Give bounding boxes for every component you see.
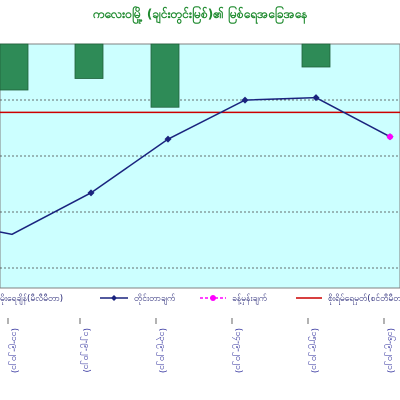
rainfall-bar	[301, 43, 331, 68]
legend-label-forecast: ခန့်မှန်းချက်	[232, 293, 268, 305]
legend-label-observed: တိုင်းတာချက်	[134, 293, 176, 305]
legend-marker-observed	[111, 295, 117, 301]
rainfall-bars	[0, 43, 331, 108]
x-tick-label: (၁၄-၉-၂၀၂၁)	[232, 328, 243, 373]
legend: မိုးရေချိန်(မီလီမီတာ) တိုင်းတာချက် ခန့်မှန…	[0, 293, 400, 305]
legend-marker-forecast	[210, 295, 216, 301]
x-tick-label: (၁၁-၉-၂၀၂၁)	[8, 328, 19, 373]
observed-marker	[241, 96, 249, 104]
x-tick-label: (၁၆-၉-၂၀၂၁)	[384, 328, 396, 373]
x-tick-label: (၁၃-၉-၂၀၂၁)	[156, 328, 167, 373]
observed-marker	[87, 189, 95, 197]
chart-title: ကလေးဝမြို့ (ချင်းတွင်းမြစ်)၏ မြစ်ရေအခြေအ…	[92, 7, 308, 21]
forecast-marker	[387, 133, 393, 140]
rainfall-bar	[150, 43, 180, 108]
observed-marker	[164, 135, 172, 143]
forecast-markers	[387, 133, 393, 140]
x-tick-label: (၁၂-၉-၂၀၂၁)	[80, 328, 91, 372]
legend-label-warning: စိုးရိမ်ရေမှတ်(စင်တီမီတာ)	[328, 293, 400, 305]
legend-label-rainfall: မိုးရေချိန်(မီလီမီတာ)	[0, 293, 63, 305]
x-axis-ticks: (၁၁-၉-၂၀၂၁) (၁၂-၉-၂၀၂၁) (၁၃-၉-၂၀၂၁) (၁၄-၉-၂…	[7, 318, 396, 373]
plot-background	[0, 43, 400, 289]
rainfall-bar	[0, 43, 29, 91]
observed-marker	[312, 94, 320, 102]
x-tick-label: (၁၅-၉-၂၀၂၁)	[308, 328, 319, 373]
gridlines	[0, 99, 400, 269]
rainfall-bar	[74, 43, 104, 79]
